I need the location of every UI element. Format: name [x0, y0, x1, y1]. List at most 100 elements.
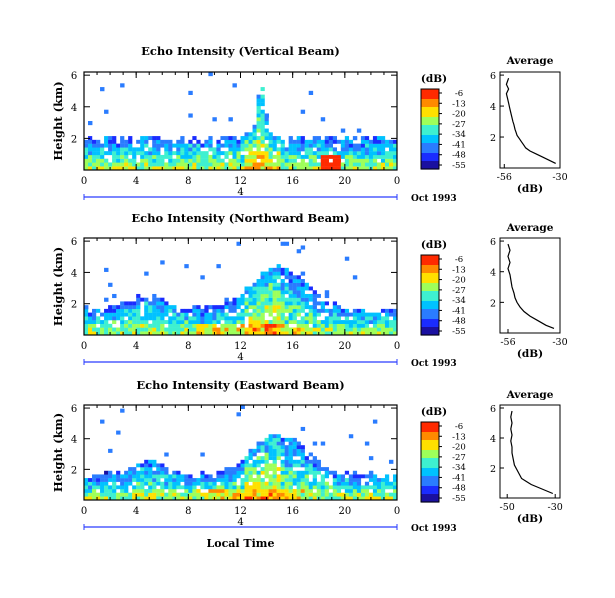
heatmap-cell: [264, 448, 269, 453]
heatmap-cell: [256, 279, 261, 283]
heatmap-cell: [264, 489, 269, 493]
heatmap-cell: [132, 489, 137, 493]
heatmap-cell: [220, 492, 225, 497]
heatmap-cell: [96, 166, 101, 171]
heatmap-cell: [160, 297, 165, 302]
colorbar-segment: [421, 91, 439, 94]
heatmap-cell: [144, 481, 149, 486]
heatmap-cell: [288, 279, 293, 283]
heatmap-cell: [312, 312, 317, 317]
heatmap-cell: [120, 481, 125, 486]
heatmap-cell: [312, 158, 317, 163]
heatmap-cell: [372, 419, 378, 424]
heatmap-cell: [140, 136, 145, 141]
heatmap-cell: [284, 275, 289, 280]
heatmap-cell: [288, 158, 293, 163]
colorbar-tick-label: -20: [452, 276, 466, 286]
heatmap-cell: [136, 147, 141, 152]
heatmap-cell: [308, 492, 313, 497]
heatmap-cell: [128, 331, 133, 336]
heatmap-cell: [164, 474, 169, 479]
heatmap-cell: [228, 166, 233, 171]
heatmap-cell: [116, 316, 121, 321]
heatmap-cell: [144, 474, 149, 479]
heatmap-cell: [204, 162, 209, 167]
heatmap-cell: [224, 489, 229, 493]
heatmap-cell: [292, 147, 297, 152]
heatmap-cell: [280, 470, 285, 475]
heatmap-cell: [160, 474, 165, 479]
heatmap-cell: [264, 286, 269, 291]
heatmap-cell: [204, 139, 209, 144]
heatmap-cell: [152, 312, 157, 317]
heatmap-cell: [308, 286, 313, 291]
heatmap-cell: [276, 448, 281, 453]
heatmap-cell: [164, 320, 169, 324]
heatmap-cell: [260, 102, 265, 107]
heatmap-cell: [320, 147, 325, 152]
heatmap-cell: [152, 320, 157, 324]
heatmap-cell: [140, 489, 145, 493]
heatmap-cell: [96, 496, 101, 501]
heatmap-cell: [264, 301, 269, 306]
heatmap-cell: [268, 139, 273, 144]
heatmap-cell: [256, 316, 261, 321]
colorbar-segment: [421, 275, 439, 278]
heatmap-cell: [372, 166, 378, 171]
heatmap-cell: [260, 136, 265, 141]
heatmap-cell: [144, 492, 149, 497]
heatmap-cell: [268, 282, 273, 287]
y-tick-label: 6: [71, 237, 77, 248]
heatmap-cell: [84, 312, 89, 317]
heatmap-cell: [224, 312, 229, 317]
heatmap-cell: [368, 327, 374, 332]
heatmap-cell: [352, 312, 358, 317]
colorbar-segment: [421, 438, 439, 441]
heatmap-cell: [340, 128, 346, 133]
heatmap-cell: [132, 478, 137, 482]
heatmap-cell: [356, 496, 362, 501]
heatmap-cell: [248, 492, 253, 497]
heatmap-cell: [288, 282, 293, 287]
heatmap-cell: [204, 158, 209, 163]
heatmap-cell: [152, 327, 157, 332]
heatmap-cell: [168, 158, 173, 163]
colorbar-segment: [421, 93, 439, 96]
heatmap-cell: [124, 492, 129, 497]
heatmap-cell: [116, 474, 121, 479]
heatmap-cell: [228, 301, 233, 306]
heatmap-cell: [376, 136, 382, 141]
heatmap-cell: [132, 474, 137, 479]
heatmap-cell: [288, 478, 293, 482]
heatmap-cell: [272, 492, 277, 497]
heatmap-cell: [288, 441, 293, 446]
heatmap-cell: [288, 467, 293, 471]
heatmap-cell: [332, 320, 338, 324]
heatmap-cell: [324, 162, 329, 167]
colorbar-segment: [421, 97, 439, 100]
heatmap-cell: [200, 154, 205, 159]
heatmap-cell: [256, 441, 261, 446]
heatmap-cell: [352, 470, 358, 475]
heatmap-cell: [88, 139, 93, 144]
heatmap-cell: [384, 162, 390, 167]
heatmap-cell: [360, 143, 366, 148]
heatmap-cell: [84, 308, 89, 313]
heatmap-cell: [244, 492, 249, 497]
heatmap-cell: [132, 496, 137, 501]
heatmap-cell: [92, 320, 97, 324]
heatmap-cell: [256, 154, 261, 159]
heatmap-cell: [332, 147, 338, 152]
heatmap-cell: [288, 162, 293, 167]
heatmap-cell: [268, 437, 273, 442]
heatmap-cell: [140, 297, 145, 302]
heatmap-cell: [272, 441, 277, 446]
heatmap-cell: [296, 489, 301, 493]
heatmap-cell: [364, 154, 370, 159]
heatmap-cell: [352, 481, 358, 486]
heatmap-cell: [364, 151, 370, 156]
colorbar-frame: [420, 421, 440, 503]
heatmap-cell: [244, 162, 249, 167]
heatmap-cell: [316, 293, 321, 298]
heatmap-cell: [364, 147, 370, 152]
